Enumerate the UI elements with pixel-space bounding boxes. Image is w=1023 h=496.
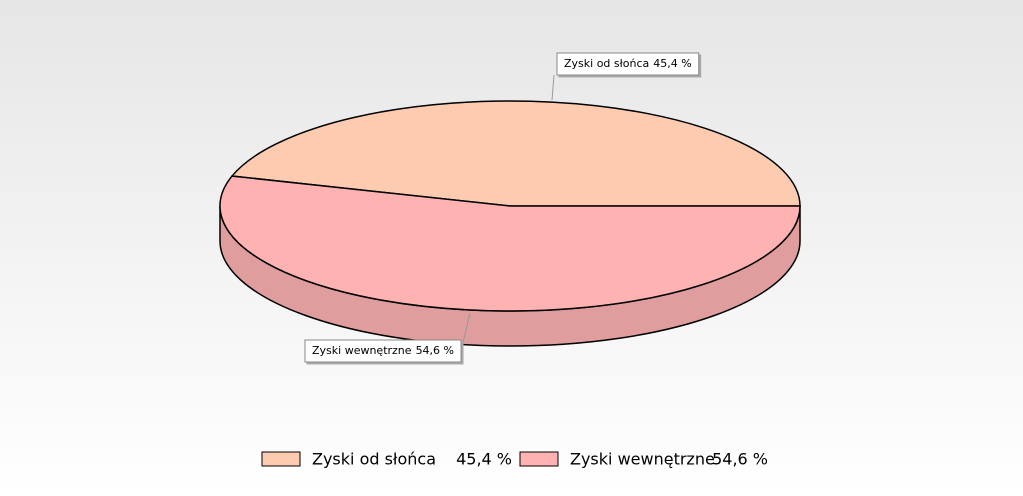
legend-label: Zyski od słońca bbox=[312, 450, 436, 469]
legend-swatch bbox=[261, 451, 301, 467]
legend-label: Zyski wewnętrzne bbox=[570, 450, 715, 469]
legend-value: 54,6 % bbox=[712, 450, 768, 469]
data-label: Zyski wewnętrzne 54,6 % bbox=[304, 312, 471, 363]
label-category: Zyski od słońca bbox=[564, 57, 649, 70]
label-text: Zyski wewnętrzne 54,6 % bbox=[312, 344, 454, 357]
legend: Zyski od słońca 45,4 % Zyski wewnętrzne54,… bbox=[261, 450, 768, 469]
label-box bbox=[556, 52, 700, 76]
label-text: Zyski od słońca 45,4 % bbox=[564, 57, 692, 70]
pie-slice bbox=[219, 175, 801, 312]
leader-line bbox=[460, 312, 471, 352]
label-value: 54,6 % bbox=[416, 344, 454, 357]
leader-line bbox=[551, 74, 555, 101]
legend-swatch bbox=[519, 451, 559, 467]
label-value: 45,4 % bbox=[653, 57, 691, 70]
label-category: Zyski wewnętrzne bbox=[312, 344, 412, 357]
label-box bbox=[304, 339, 462, 363]
data-label: Zyski od słońca 45,4 % bbox=[551, 52, 700, 101]
legend-value: 45,4 % bbox=[456, 450, 512, 469]
plot: Zyski od słońca 45,4 % Zyski wewnętrzne 54,… bbox=[219, 52, 801, 363]
pie-slice bbox=[230, 100, 801, 207]
